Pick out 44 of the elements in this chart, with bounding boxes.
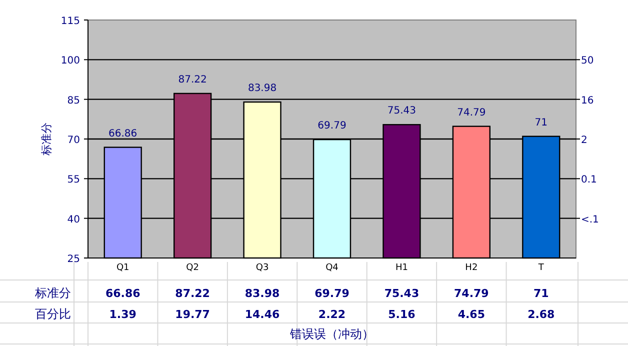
data-label: 74.79 xyxy=(457,107,486,118)
text: 66.86 xyxy=(105,287,141,300)
data-label: 87.22 xyxy=(178,74,207,86)
x-tick-label: T xyxy=(537,263,544,273)
text: 87.22 xyxy=(175,287,210,300)
text: 83.98 xyxy=(244,287,280,300)
text: 69.79 xyxy=(314,287,350,300)
x-tick-label: Q4 xyxy=(326,263,339,273)
text: 75.43 xyxy=(384,287,420,300)
text: 0.1 xyxy=(581,174,597,186)
text: 16 xyxy=(581,95,594,106)
x-tick-label: Q3 xyxy=(256,263,269,273)
y-tick-label: 40 xyxy=(67,214,80,226)
text: 标准分 xyxy=(34,286,71,300)
text: 2.22 xyxy=(318,308,346,321)
text: 71 xyxy=(533,287,549,300)
text: 百分比 xyxy=(35,307,71,321)
data-label: 69.79 xyxy=(318,120,346,132)
text: 14.46 xyxy=(244,308,280,321)
text: 4.65 xyxy=(458,308,485,321)
x-tick-label: Q1 xyxy=(116,263,130,273)
data-label: 71 xyxy=(534,117,548,128)
y-tick-label: 100 xyxy=(60,56,80,67)
x-tick-label: Q2 xyxy=(186,263,199,273)
data-label: 75.43 xyxy=(387,106,416,117)
text: 2 xyxy=(581,135,588,146)
y-tick-label: 85 xyxy=(67,95,80,106)
text: 5.16 xyxy=(388,308,416,321)
data-label: 66.86 xyxy=(108,128,138,140)
x-tick-label: H1 xyxy=(395,263,408,273)
text: 19.77 xyxy=(175,308,210,321)
y-axis-title: 标准分 xyxy=(40,122,53,156)
y-tick-label: 25 xyxy=(67,254,80,265)
y-tick-label: 115 xyxy=(60,16,80,27)
text: 50 xyxy=(581,56,594,67)
y-tick-label: 70 xyxy=(67,135,80,146)
text: 74.79 xyxy=(454,287,489,300)
x-axis-title: 错误误（冲动） xyxy=(289,327,374,341)
y-tick-label: 55 xyxy=(67,174,80,186)
text: <.1 xyxy=(581,214,599,226)
text: 1.39 xyxy=(109,308,136,321)
data-label: 83.98 xyxy=(248,83,277,94)
x-tick-label: H2 xyxy=(465,263,478,273)
text: 2.68 xyxy=(528,308,555,321)
